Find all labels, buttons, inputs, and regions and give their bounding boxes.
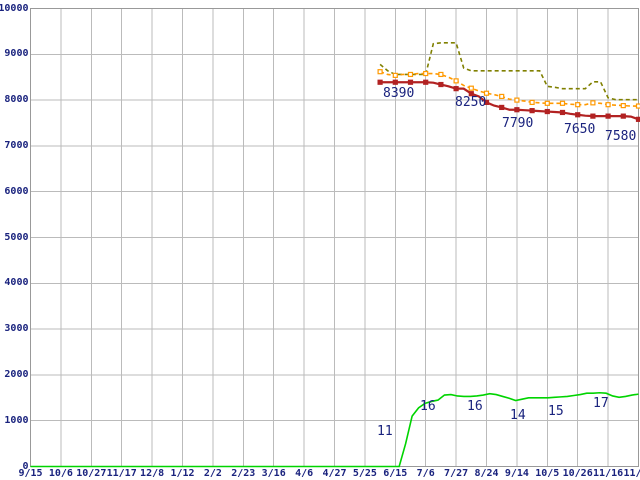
point-value-label: 16	[467, 399, 483, 414]
point-value-label: 17	[593, 396, 609, 411]
point-value-label: 16	[420, 399, 436, 414]
x-tick-label: 10/26	[562, 467, 593, 479]
y-tick-label: 7000	[4, 139, 29, 151]
series-volume-green	[30, 391, 639, 468]
y-tick-label: 0	[22, 460, 29, 472]
y-tick-label: 6000	[4, 185, 29, 197]
y-tick-label: 10000	[0, 2, 29, 14]
y-tick-label: 2000	[4, 368, 29, 380]
x-tick-label: 2/23	[231, 467, 256, 479]
point-value-label: 7580	[605, 129, 637, 144]
x-tick-label: 5/25	[352, 467, 377, 479]
x-tick-label: 12/8	[140, 467, 165, 479]
x-tick-label: 7/27	[444, 467, 469, 479]
x-tick-label: 8/24	[474, 467, 499, 479]
y-tick-label: 5000	[4, 231, 29, 243]
x-tick-label: 9/14	[504, 467, 529, 479]
x-tick-label: 6/15	[383, 467, 408, 479]
x-tick-label: 3/16	[261, 467, 286, 479]
point-value-label: 7790	[502, 116, 534, 131]
x-tick-label: 9/15	[18, 467, 43, 479]
x-tick-label: 11/16	[593, 467, 624, 479]
point-value-label: 8250	[455, 95, 487, 110]
x-tick-label: 11/30	[623, 467, 640, 479]
y-tick-label: 3000	[4, 323, 29, 335]
y-tick-label: 4000	[4, 277, 29, 289]
x-tick-label: 1/12	[170, 467, 195, 479]
point-value-label: 8390	[383, 86, 415, 101]
series-mid-orange	[377, 69, 640, 109]
y-tick-label: 9000	[4, 48, 29, 60]
x-tick-label: 10/27	[76, 467, 107, 479]
x-tick-label: 7/6	[416, 467, 435, 479]
series-high-olive	[379, 42, 639, 101]
x-tick-label: 10/6	[48, 467, 73, 479]
point-value-label: 15	[548, 404, 564, 419]
y-tick-label: 1000	[4, 414, 29, 426]
point-value-label: 11	[377, 424, 393, 439]
series-low-darkred	[377, 79, 640, 122]
x-tick-label: 11/17	[106, 467, 137, 479]
y-tick-label: 8000	[4, 94, 29, 106]
point-value-label: 14	[510, 408, 526, 423]
point-value-label: 7650	[564, 122, 596, 137]
x-tick-label: 2/2	[203, 467, 222, 479]
x-tick-label: 10/5	[535, 467, 560, 479]
x-tick-label: 4/27	[322, 467, 347, 479]
x-tick-label: 4/6	[295, 467, 314, 479]
